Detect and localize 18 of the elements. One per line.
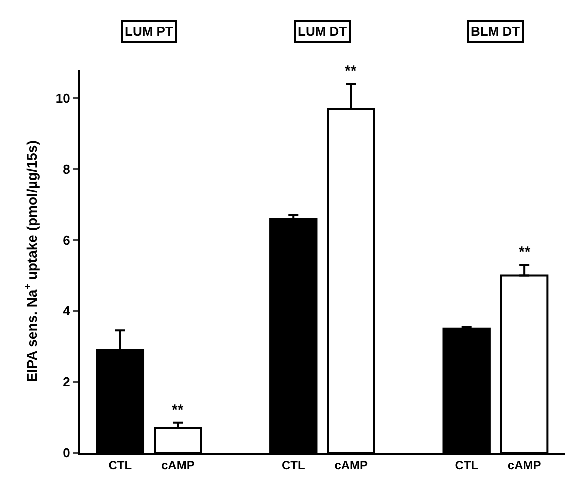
x-tick-label: CTL xyxy=(282,458,306,472)
x-tick-label: cAMP xyxy=(508,458,542,472)
y-tick-label: 6 xyxy=(63,232,70,248)
y-tick-label: 8 xyxy=(63,162,70,177)
y-tick-label: 4 xyxy=(63,304,72,319)
annotation: ** xyxy=(345,63,357,80)
y-tick-label: 2 xyxy=(63,374,70,390)
x-tick-label: CTL xyxy=(108,458,132,472)
y-tick-label: 10 xyxy=(56,90,70,106)
annotation: ** xyxy=(519,244,531,261)
text: LUM PT xyxy=(125,24,174,39)
y-tick-label: 0 xyxy=(63,446,70,461)
x-tick-label: cAMP xyxy=(161,458,195,472)
x-tick-label: CTL xyxy=(455,458,479,472)
annotation: ** xyxy=(172,402,184,419)
text: BLM DT xyxy=(471,24,520,39)
x-tick-label: cAMP xyxy=(334,458,368,472)
text: LUM DT xyxy=(298,24,348,39)
